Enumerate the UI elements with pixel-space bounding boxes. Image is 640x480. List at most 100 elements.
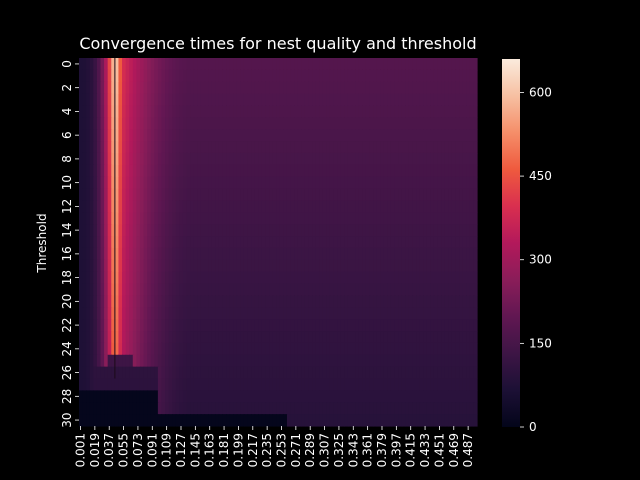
heatmap-cell	[337, 259, 342, 273]
heatmap-cell	[355, 247, 360, 261]
heatmap-cell	[315, 81, 320, 95]
heatmap-cell	[279, 93, 284, 107]
heatmap-cell	[423, 117, 428, 130]
heatmap-cell	[459, 105, 464, 118]
heatmap-cell	[347, 164, 353, 178]
heatmap-cell	[416, 271, 421, 285]
heatmap-cell	[236, 212, 241, 225]
heatmap-cell	[441, 117, 446, 130]
heatmap-cell	[208, 141, 213, 154]
heatmap-cell	[423, 93, 428, 107]
heatmap-cell	[405, 69, 410, 83]
heatmap-cell	[200, 247, 206, 261]
heatmap-cell	[132, 69, 137, 83]
heatmap-cell	[125, 247, 130, 261]
heatmap-cell	[204, 414, 209, 427]
heatmap-cell	[125, 259, 130, 273]
heatmap-cell	[215, 81, 220, 95]
heatmap-cell	[365, 402, 371, 415]
heatmap-cell	[290, 81, 295, 95]
heatmap-cell	[215, 69, 220, 83]
heatmap-cell	[89, 366, 94, 380]
heatmap-cell	[466, 188, 471, 202]
heatmap-cell	[394, 188, 399, 202]
heatmap-cell	[355, 117, 360, 130]
heatmap-cell	[301, 319, 306, 332]
heatmap-cell	[304, 247, 310, 261]
heatmap-cell	[329, 271, 335, 285]
heatmap-cell	[107, 247, 112, 261]
heatmap-cell	[258, 414, 263, 427]
heatmap-cell	[412, 105, 417, 118]
heatmap-cell	[276, 390, 281, 403]
heatmap-cell	[154, 81, 159, 95]
heatmap-cell	[283, 283, 288, 297]
heatmap-cell	[208, 319, 213, 332]
heatmap-cell	[383, 236, 388, 249]
heatmap-cell	[322, 402, 328, 415]
heatmap-cell	[340, 402, 345, 415]
heatmap-cell	[193, 259, 198, 273]
heatmap-cell	[416, 319, 421, 332]
heatmap-cell	[165, 319, 170, 332]
heatmap-cell	[186, 342, 191, 356]
heatmap-cell	[111, 283, 116, 297]
heatmap-cell	[132, 307, 137, 320]
heatmap-cell	[82, 390, 87, 403]
heatmap-cell	[104, 105, 109, 118]
heatmap-cell	[290, 129, 295, 142]
heatmap-cell	[236, 354, 241, 368]
heatmap-cell	[204, 366, 209, 380]
heatmap-cell	[215, 129, 220, 142]
heatmap-cell	[294, 236, 299, 249]
heatmap-cell	[423, 176, 428, 190]
heatmap-cell	[444, 212, 449, 225]
heatmap-cell	[269, 390, 274, 403]
heatmap-cell	[236, 331, 241, 344]
heatmap-cell	[182, 342, 188, 356]
heatmap-cell	[347, 81, 353, 95]
heatmap-cell	[347, 283, 353, 297]
heatmap-cell	[100, 69, 105, 83]
heatmap-cell	[290, 283, 295, 297]
heatmap-cell	[96, 378, 102, 391]
heatmap-cell	[459, 307, 464, 320]
heatmap-cell	[312, 259, 317, 273]
heatmap-cell	[272, 390, 277, 403]
heatmap-cell	[412, 141, 417, 154]
heatmap-cell	[405, 200, 410, 213]
heatmap-cell	[93, 105, 98, 118]
heatmap-cell	[179, 247, 184, 261]
heatmap-cell	[362, 366, 367, 380]
heatmap-cell	[437, 331, 442, 344]
heatmap-cell	[347, 247, 353, 261]
heatmap-cell	[240, 188, 245, 202]
heatmap-cell	[347, 188, 353, 202]
heatmap-cell	[100, 81, 105, 95]
heatmap-cell	[240, 176, 245, 190]
heatmap-cell	[401, 152, 406, 166]
heatmap-cell	[462, 414, 467, 427]
heatmap-cell	[459, 283, 464, 297]
heatmap-cell	[319, 331, 324, 344]
heatmap-cell	[236, 105, 241, 118]
heatmap-cell	[179, 236, 184, 249]
heatmap-cell	[358, 164, 363, 178]
heatmap-cell	[394, 378, 399, 391]
heatmap-cell	[111, 319, 116, 332]
heatmap-cell	[233, 331, 238, 344]
heatmap-cell	[157, 105, 163, 118]
heatmap-cell	[333, 141, 338, 154]
heatmap-cell	[190, 176, 195, 190]
heatmap-cell	[441, 307, 446, 320]
heatmap-cell	[290, 390, 295, 403]
heatmap-cell	[329, 200, 335, 213]
y-tick-label: 14	[60, 222, 74, 237]
heatmap-cell	[362, 319, 367, 332]
heatmap-cell	[416, 402, 421, 415]
heatmap-cell	[154, 69, 159, 83]
heatmap-cell	[107, 295, 112, 308]
heatmap-cell	[254, 295, 259, 308]
heatmap-cell	[247, 331, 252, 344]
